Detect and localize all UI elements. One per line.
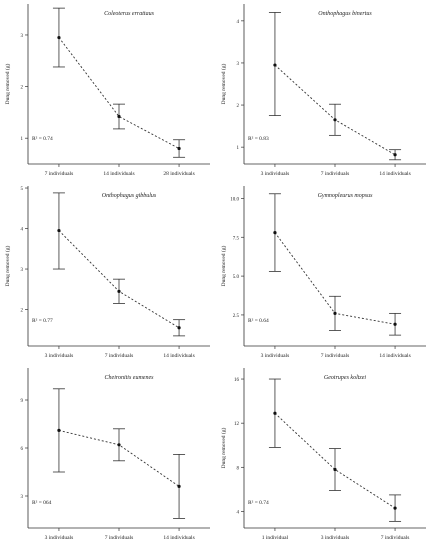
data-point — [393, 322, 397, 326]
data-point — [393, 153, 397, 157]
x-tick-label: 3 individuals — [45, 353, 74, 359]
y-tick-label: 5.0 — [233, 275, 240, 280]
x-tick-label: 14 individuals — [163, 353, 194, 359]
y-tick-label: 2.5 — [233, 314, 240, 319]
y-tick-label: 3 — [21, 268, 24, 273]
y-tick-label: 16 — [234, 378, 240, 383]
y-tick-label: 1 — [21, 137, 24, 142]
y-axis-label: Dung removed (g) — [220, 428, 227, 469]
x-tick-label: 14 individuals — [379, 353, 410, 359]
x-tick-label: 7 individuals — [105, 353, 134, 359]
y-axis-label: Dung removed (g) — [4, 64, 11, 105]
y-axis-label: Dung removed (g) — [220, 64, 227, 105]
y-tick-label: 3 — [237, 62, 240, 67]
x-tick-label: 7 individuals — [105, 535, 134, 541]
panel-5: 3 6 9 3 individuals 7 individuals 14 individu… — [21, 368, 210, 541]
x-tick-label: 3 individuals — [261, 353, 290, 359]
y-tick-label: 3 — [21, 34, 24, 39]
r-squared-label: R² = 0.64 — [248, 318, 269, 324]
data-point — [177, 326, 181, 330]
chart-title: Onthophagus binertus — [318, 11, 372, 17]
x-tick-label: 3 individuals — [45, 535, 74, 541]
x-tick-label: 7 individuals — [381, 535, 410, 541]
y-tick-label: 2 — [21, 309, 24, 314]
trend-line — [274, 412, 396, 509]
data-point — [333, 467, 337, 472]
data-point — [117, 289, 121, 293]
data-point — [177, 484, 181, 488]
x-tick-label: 3 individuals — [321, 535, 350, 541]
x-tick-label: 14 individuals — [163, 535, 194, 541]
panel-2: 1 2 3 4 3 individuals 7 individuals 14 individ… — [220, 4, 426, 177]
panel-4: 2.5 5.0 7.5 10.0 3 individuals 7 individuals 1… — [220, 186, 426, 359]
y-tick-label: 9 — [21, 399, 24, 404]
trend-line — [58, 37, 180, 149]
x-tick-label: 14 individuals — [103, 171, 134, 177]
y-axis-label: Dung removed (g) — [220, 246, 227, 287]
data-point — [177, 146, 181, 151]
y-tick-label: 12 — [234, 422, 240, 427]
chart-title: Cheironitis eumenes — [105, 375, 155, 381]
data-point — [273, 63, 277, 67]
data-point — [333, 311, 337, 315]
y-tick-label: 7.5 — [233, 236, 240, 241]
x-tick-label: 7 individuals — [321, 353, 350, 359]
x-tick-label: 28 individuals — [163, 171, 194, 177]
data-point — [57, 35, 61, 40]
r-squared-label: R² = 064 — [32, 500, 52, 506]
y-tick-label: 3 — [21, 495, 24, 500]
data-point — [273, 411, 277, 415]
panel-3: 2 3 4 5 3 individuals 7 individuals 14 individ… — [4, 186, 210, 359]
data-point — [393, 506, 397, 510]
r-squared-label: R² = 0.74 — [32, 136, 53, 142]
data-point — [273, 231, 277, 235]
y-tick-label: 6 — [21, 447, 24, 452]
x-tick-label: 14 individuals — [379, 171, 410, 177]
panel-6: 4 8 12 16 1 individual 3 individuals 7 individ… — [220, 368, 426, 541]
chart-title: Gymnopleurus mopsus — [318, 193, 373, 199]
data-point — [117, 443, 121, 447]
y-tick-label: 4 — [21, 228, 24, 233]
y-tick-label: 8 — [237, 466, 240, 471]
data-point — [57, 428, 61, 432]
x-tick-label: 7 individuals — [321, 171, 350, 177]
y-tick-label: 4 — [237, 20, 240, 25]
y-tick-label: 4 — [237, 510, 240, 515]
x-tick-label: 7 individuals — [45, 171, 74, 177]
data-point — [57, 228, 61, 233]
chart-title: Geotrupes koltzei — [324, 375, 366, 381]
y-tick-label: 10.0 — [230, 197, 239, 202]
chart-title: Coleoterus errattaus — [104, 11, 154, 17]
y-tick-label: 1 — [237, 146, 240, 151]
panel-1: 1 2 3 7 individuals 14 individuals 28 individ… — [4, 4, 210, 177]
y-axis-label: Dung removed (g) — [4, 246, 11, 287]
x-tick-label: 3 individuals — [261, 171, 290, 177]
r-squared-label: R² = 0.74 — [248, 500, 269, 506]
chart-title: Onthophagus gibbulus — [102, 193, 157, 199]
data-point — [117, 114, 121, 119]
y-tick-label: 2 — [237, 104, 240, 109]
r-squared-label: R² = 0.77 — [32, 318, 53, 324]
y-tick-label: 2 — [21, 86, 24, 91]
x-tick-label: 1 individual — [262, 535, 289, 541]
r-squared-label: R² = 0.83 — [248, 136, 269, 142]
data-point — [333, 118, 337, 122]
y-tick-label: 5 — [21, 187, 24, 192]
